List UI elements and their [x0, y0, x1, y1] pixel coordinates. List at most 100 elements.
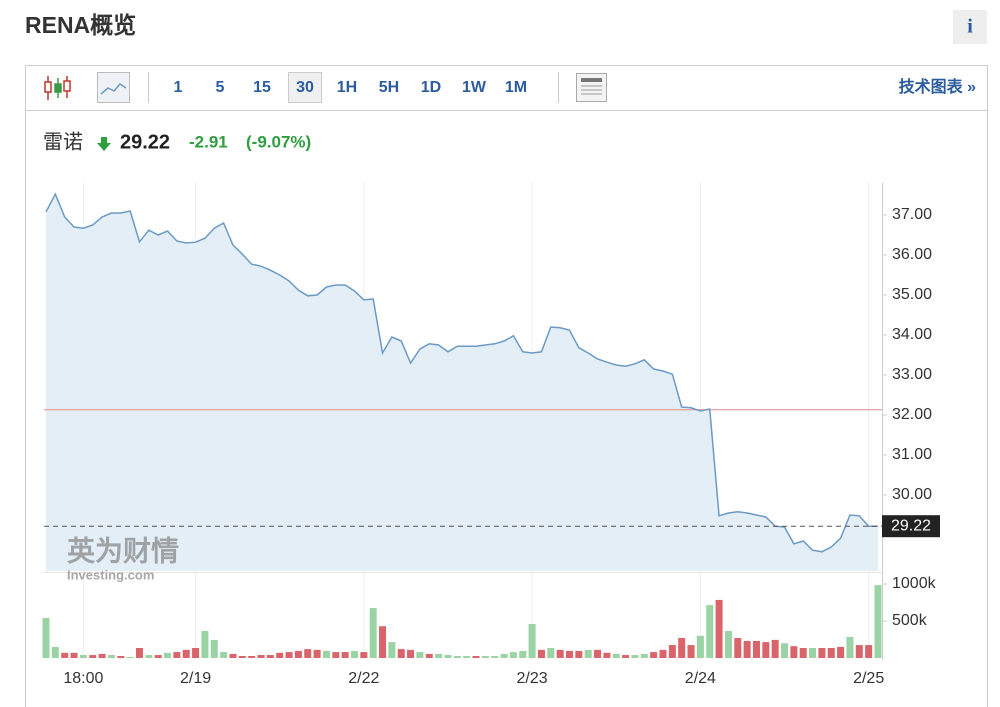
- volume-bar: [809, 648, 817, 658]
- volume-bar: [425, 653, 433, 658]
- y-tick-label: 35.00: [892, 286, 932, 303]
- volume-bar: [874, 585, 882, 658]
- volume-bar: [192, 648, 200, 658]
- volume-bar: [341, 652, 349, 658]
- volume-bar: [790, 646, 798, 658]
- interval-button[interactable]: 30: [296, 79, 314, 96]
- volume-bar: [818, 648, 826, 658]
- volume-bar: [762, 642, 770, 658]
- volume-bar: [285, 652, 293, 658]
- interval-selected[interactable]: [288, 72, 322, 103]
- volume-bar: [107, 655, 115, 658]
- volume-bar: [724, 631, 732, 658]
- interval-button[interactable]: 15: [253, 79, 271, 96]
- x-tick-label: 2/25: [853, 670, 884, 687]
- interval-button[interactable]: 1H: [337, 79, 357, 96]
- quote-change: -2.91: [189, 132, 228, 151]
- volume-bar: [154, 655, 162, 658]
- watermark-site: Investing.com: [67, 567, 154, 582]
- volume-bar: [734, 638, 742, 658]
- x-tick-label: 18:00: [63, 670, 103, 687]
- volume-bar: [752, 640, 760, 658]
- y-tick-label: 33.00: [892, 366, 932, 383]
- quote-price: 29.22: [120, 131, 170, 153]
- table-icon[interactable]: [576, 73, 607, 102]
- volume-bar: [79, 655, 87, 658]
- volume-bar: [313, 649, 321, 658]
- volume-bar: [276, 652, 284, 658]
- volume-bar: [865, 645, 873, 658]
- interval-button[interactable]: 1: [174, 79, 183, 96]
- volume-bar: [799, 648, 807, 658]
- volume-bar: [416, 652, 424, 658]
- x-tick-label: 2/24: [685, 670, 716, 687]
- x-tick-label: 2/23: [517, 670, 548, 687]
- volume-bar: [220, 652, 228, 658]
- volume-bar: [51, 646, 59, 658]
- y-tick-label: 37.00: [892, 206, 932, 223]
- volume-bar: [407, 649, 415, 658]
- volume-bar: [463, 656, 471, 658]
- line-icon[interactable]: [97, 72, 130, 103]
- volume-bar: [135, 648, 143, 658]
- last-price-box: [882, 515, 940, 538]
- interval-button[interactable]: 5: [216, 79, 225, 96]
- volume-bar: [855, 645, 863, 658]
- volume-bar: [547, 648, 555, 658]
- volume-bar: [444, 655, 452, 658]
- quote-name: 雷诺: [43, 130, 83, 153]
- volume-bar: [827, 648, 835, 658]
- technical-chart-link[interactable]: 技术图表 »: [899, 77, 976, 96]
- volume-bar: [229, 653, 237, 658]
- volume-bar: [696, 635, 704, 658]
- interval-button[interactable]: 1M: [505, 79, 527, 96]
- volume-tick-label: 500k: [892, 612, 928, 629]
- x-tick-label: 2/22: [348, 670, 379, 687]
- volume-bar: [145, 655, 153, 658]
- volume-bar: [89, 655, 97, 658]
- volume-bar: [42, 618, 50, 658]
- interval-button[interactable]: 1D: [421, 79, 441, 96]
- watermark-brand: 英为财情: [67, 535, 179, 566]
- volume-bar: [70, 652, 78, 658]
- interval-button[interactable]: 5H: [379, 79, 399, 96]
- volume-bar: [164, 652, 172, 658]
- volume-bar: [369, 608, 377, 658]
- volume-bar: [304, 649, 312, 658]
- volume-bar: [715, 599, 723, 658]
- y-tick-label: 34.00: [892, 326, 932, 343]
- last-price-label: 29.22: [891, 517, 931, 534]
- volume-bar: [846, 636, 854, 658]
- volume-bar: [117, 656, 125, 658]
- volume-bar: [640, 653, 648, 658]
- volume-bar: [332, 652, 340, 658]
- interval-button[interactable]: 1W: [462, 79, 487, 96]
- volume-bar: [500, 653, 508, 658]
- volume-bar: [472, 656, 480, 658]
- volume-bar: [659, 649, 667, 658]
- price-line: [45, 192, 878, 553]
- volume-bar: [98, 653, 106, 658]
- volume-bar: [650, 652, 658, 658]
- info-button[interactable]: [953, 10, 987, 44]
- price-area: [46, 194, 878, 571]
- info-icon[interactable]: i: [967, 16, 973, 38]
- volume-bar: [257, 655, 265, 658]
- y-tick-label: 32.00: [892, 406, 932, 423]
- volume-bar: [266, 655, 274, 658]
- quote-change-percent: (-9.07%): [246, 132, 311, 151]
- volume-bar: [575, 650, 583, 658]
- candle-icon[interactable]: [44, 76, 71, 100]
- down-arrow: [97, 137, 111, 151]
- volume-bar: [435, 653, 443, 658]
- volume-bar: [248, 656, 256, 658]
- volume-bar: [238, 656, 246, 658]
- volume-bar: [537, 649, 545, 658]
- volume-bar: [603, 652, 611, 658]
- volume-bar: [360, 652, 368, 658]
- title: RENA概览: [25, 12, 136, 38]
- volume-bar: [528, 623, 536, 658]
- volume-bar: [201, 631, 209, 658]
